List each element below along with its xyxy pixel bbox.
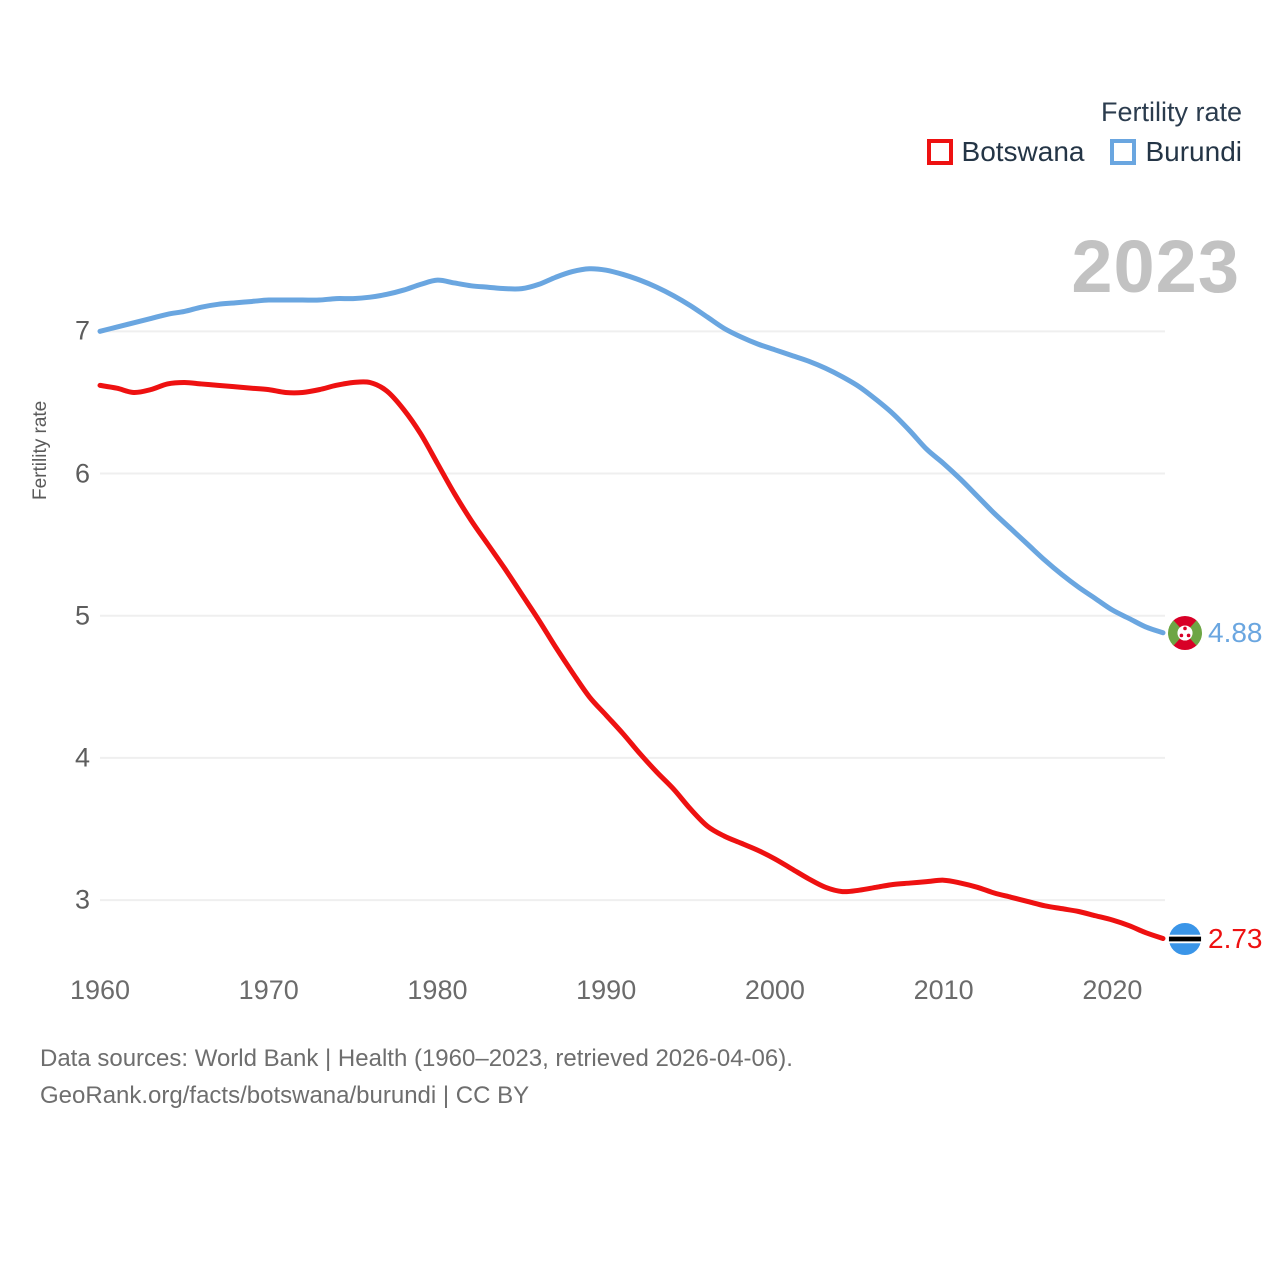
series-lines xyxy=(97,266,1166,942)
plot-area: 3 4 5 6 7 1960 1970 1980 1990 2000 2010 2020 Ferti… xyxy=(30,0,1263,1010)
botswana-flag-icon xyxy=(1168,922,1202,956)
x-tick-label: 1980 xyxy=(407,975,468,1005)
y-axis-ticks: 3 4 5 6 7 xyxy=(40,0,90,1010)
legend-title: Fertility rate xyxy=(1100,97,1242,127)
burundi-flag-icon xyxy=(1168,615,1202,650)
legend-label-botswana: Botswana xyxy=(961,135,1085,167)
x-tick-label: 1970 xyxy=(238,975,299,1005)
x-tick-label: 2010 xyxy=(913,975,974,1005)
legend-swatch-burundi xyxy=(1110,138,1137,165)
year-watermark: 2023 xyxy=(1071,225,1240,308)
y-tick-label: 4 xyxy=(74,742,90,773)
chart-legend: Fertility rate Botswana Burundi xyxy=(926,97,1242,167)
x-tick-label: 2020 xyxy=(1082,975,1143,1005)
gridlines xyxy=(100,330,1165,902)
chart-svg xyxy=(97,266,1166,942)
endpoint-botswana: 2.73 xyxy=(1168,922,1263,956)
x-tick-label: 1960 xyxy=(69,975,131,1005)
y-tick-label: 3 xyxy=(74,884,90,915)
y-tick-label: 5 xyxy=(74,600,90,631)
legend-items: Botswana Burundi xyxy=(926,135,1242,167)
footer-attribution: GeoRank.org/facts/botswana/burundi | CC … xyxy=(40,1082,530,1110)
series-line-botswana xyxy=(97,379,1166,942)
y-tick-label: 6 xyxy=(74,458,90,489)
legend-swatch-botswana xyxy=(926,138,953,165)
endpoint-value-botswana: 2.73 xyxy=(1208,922,1263,954)
legend-label-burundi: Burundi xyxy=(1145,135,1242,167)
x-tick-label: 2000 xyxy=(744,975,805,1005)
endpoint-burundi: 4.88 xyxy=(1168,615,1263,650)
legend-item-botswana[interactable]: Botswana xyxy=(926,135,1085,167)
x-tick-label: 1990 xyxy=(576,975,637,1005)
legend-item-burundi[interactable]: Burundi xyxy=(1110,135,1242,167)
footer-data-sources: Data sources: World Bank | Health (1960–… xyxy=(40,1045,793,1072)
chart-footer: Data sources: World Bank | Health (1960–… xyxy=(40,1040,793,1114)
y-axis-title: Fertility rate xyxy=(30,400,51,500)
y-tick-label: 7 xyxy=(74,315,90,346)
endpoint-value-burundi: 4.88 xyxy=(1208,616,1263,648)
series-line-burundi xyxy=(97,266,1166,636)
